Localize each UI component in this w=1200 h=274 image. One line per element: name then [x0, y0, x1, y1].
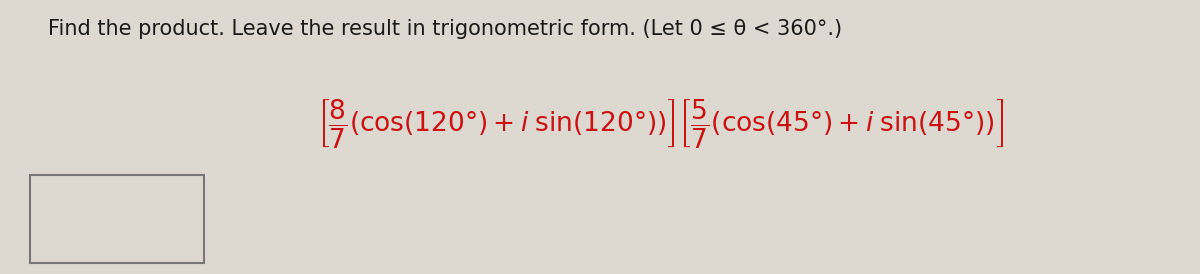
Bar [30, 175, 204, 263]
Text: Find the product. Leave the result in trigonometric form. (Let 0 ≤ θ < 360°.): Find the product. Leave the result in tr… [48, 19, 842, 39]
Text: $\left[\dfrac{8}{7}(\cos(120°) + i\;\sin(120°))\right]\left[\dfrac{5}{7}(\cos(45: $\left[\dfrac{8}{7}(\cos(120°) + i\;\sin… [317, 97, 1003, 150]
